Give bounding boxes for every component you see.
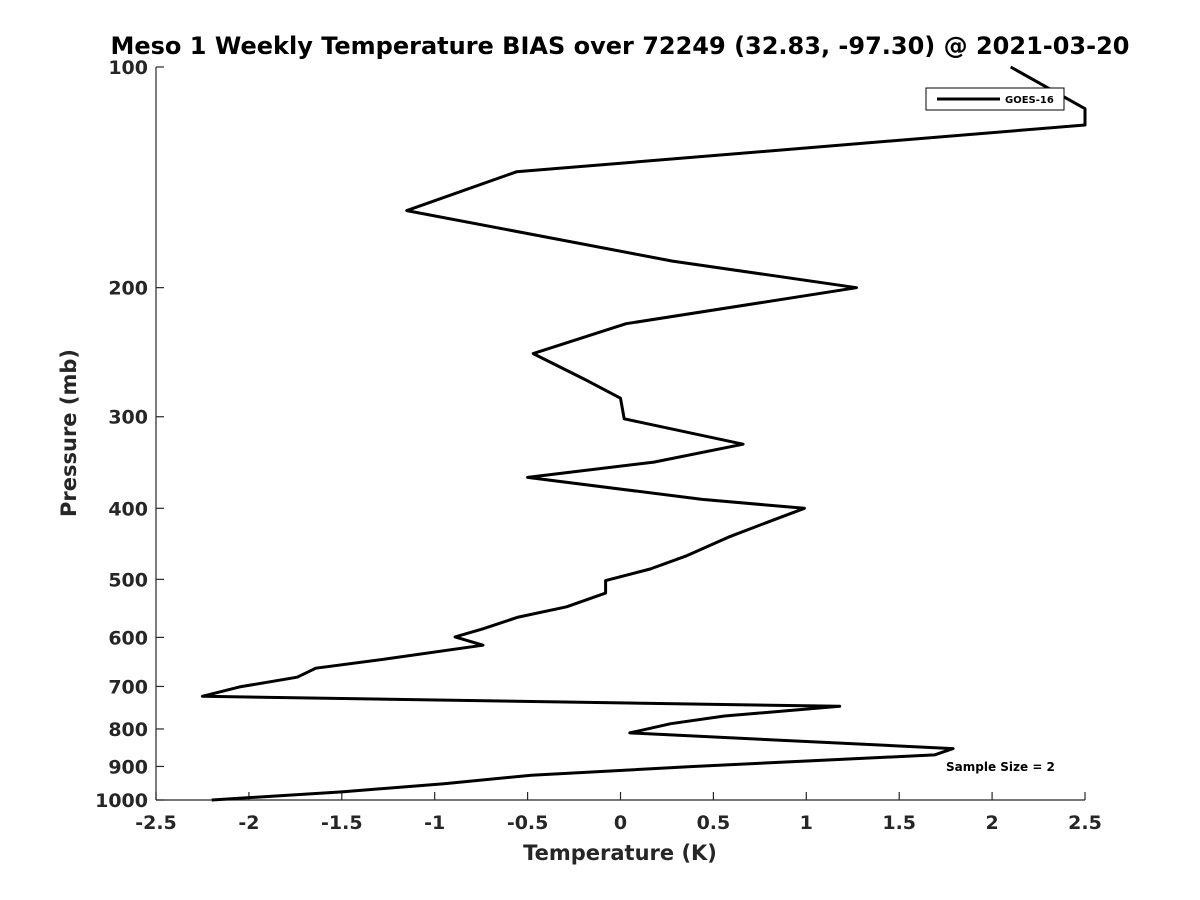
axes (155, 67, 1085, 801)
y-tick-label: 900 (108, 756, 148, 778)
x-tick-label: -1 (424, 812, 445, 834)
series-line-goes16 (200, 65, 1087, 802)
x-tick-label: 2 (985, 812, 998, 834)
series-layer (200, 65, 1087, 802)
x-axis-label: Temperature (K) (523, 841, 717, 865)
y-tick-label: 700 (108, 676, 148, 698)
x-tick-label: 2.5 (1068, 812, 1102, 834)
y-tick-label: 200 (108, 278, 148, 300)
x-tick-label: 0.5 (697, 812, 731, 834)
x-ticks: -2.5 -2 -1.5 -1 -0.5 0 0.5 1 1.5 2 2.5 (135, 792, 1102, 834)
y-tick-label: 400 (108, 498, 148, 520)
y-tick-label: 800 (108, 719, 148, 741)
x-tick-label: 0 (614, 812, 627, 834)
sample-size-annotation: Sample Size = 2 (946, 760, 1055, 774)
x-tick-label: -1.5 (321, 812, 363, 834)
y-tick-label: 100 (108, 57, 148, 79)
y-tick-label: 1000 (95, 790, 148, 812)
x-tick-label: -0.5 (507, 812, 549, 834)
y-tick-label: 300 (108, 407, 148, 429)
y-tick-label: 500 (108, 569, 148, 591)
legend-label-goes16: GOES-16 (1005, 95, 1054, 106)
x-tick-label: -2 (238, 812, 259, 834)
x-tick-label: 1 (800, 812, 813, 834)
y-tick-label: 600 (108, 627, 148, 649)
chart-title: Meso 1 Weekly Temperature BIAS over 7224… (110, 32, 1129, 60)
y-axis-label: Pressure (mb) (57, 349, 81, 517)
legend: GOES-16 (925, 87, 1065, 111)
x-tick-label: -2.5 (135, 812, 177, 834)
x-tick-label: 1.5 (882, 812, 916, 834)
y-ticks: 100 200 300 400 500 600 700 800 900 1000 (95, 57, 164, 812)
